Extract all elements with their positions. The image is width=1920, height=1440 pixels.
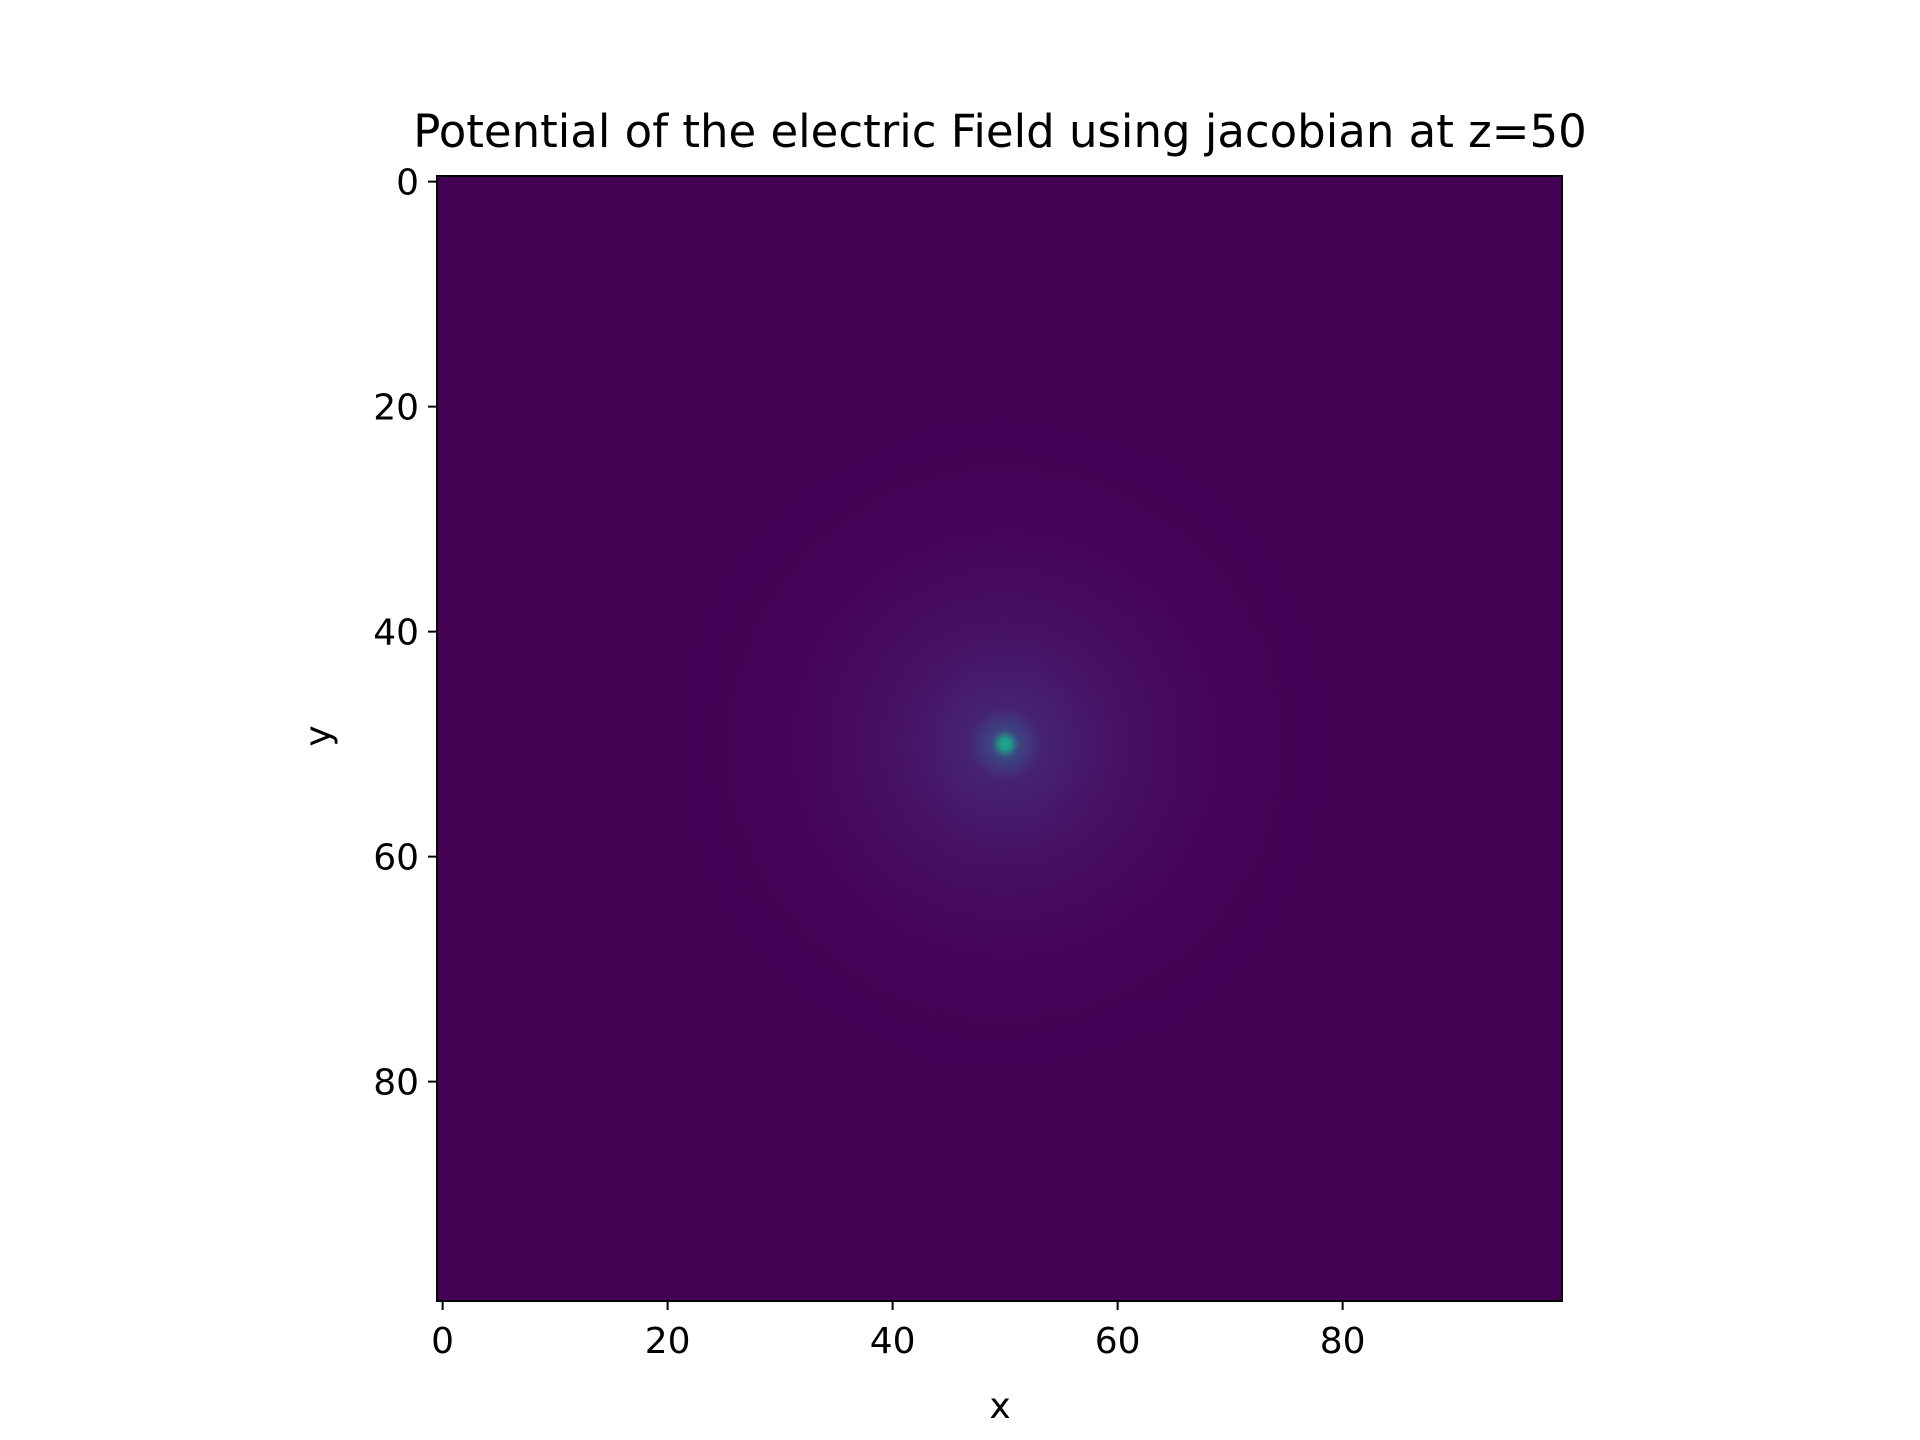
plot-frame bbox=[436, 175, 1563, 1302]
y-tick-label: 20 bbox=[373, 388, 419, 429]
x-axis-ticks: 0 20 40 60 80 bbox=[431, 1301, 1366, 1362]
x-tick-label: 0 bbox=[431, 1321, 454, 1362]
y-axis-label: y bbox=[298, 725, 339, 746]
y-tick-label: 0 bbox=[396, 163, 419, 204]
x-tick-label: 80 bbox=[1320, 1321, 1366, 1362]
y-tick-label: 60 bbox=[373, 838, 419, 879]
x-axis-label: x bbox=[989, 1386, 1010, 1427]
y-axis-ticks: 0 20 40 60 80 bbox=[373, 163, 437, 1104]
x-tick-label: 40 bbox=[870, 1321, 916, 1362]
y-tick-label: 40 bbox=[373, 613, 419, 654]
y-tick-label: 80 bbox=[373, 1063, 419, 1104]
chart-title: Potential of the electric Field using ja… bbox=[413, 105, 1587, 158]
x-tick-label: 20 bbox=[645, 1321, 691, 1362]
plot-area bbox=[436, 175, 1563, 1302]
heatmap-potential-glow bbox=[437, 176, 1562, 1301]
x-tick-label: 60 bbox=[1095, 1321, 1141, 1362]
